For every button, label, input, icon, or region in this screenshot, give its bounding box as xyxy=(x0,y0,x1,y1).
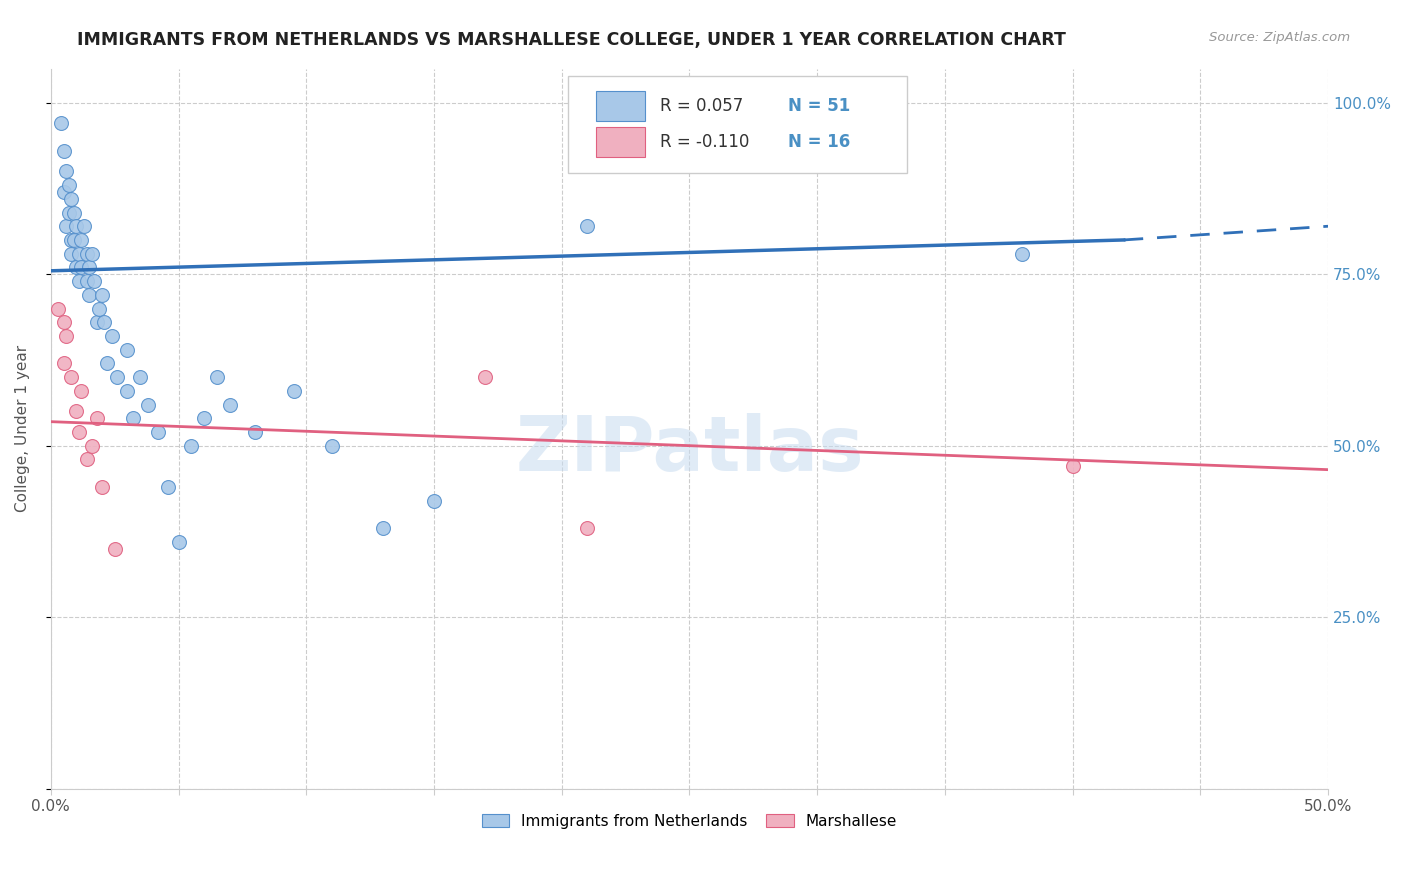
Point xyxy=(371,521,394,535)
Text: Source: ZipAtlas.com: Source: ZipAtlas.com xyxy=(1209,31,1350,45)
Point xyxy=(80,439,103,453)
Point xyxy=(86,315,108,329)
Point xyxy=(60,370,83,384)
Point xyxy=(52,356,75,370)
Text: ZIPatlas: ZIPatlas xyxy=(515,413,863,487)
Point xyxy=(90,288,112,302)
Point xyxy=(101,329,124,343)
Point xyxy=(193,411,215,425)
Text: R = -0.110: R = -0.110 xyxy=(659,133,749,151)
Point xyxy=(89,301,111,316)
Legend: Immigrants from Netherlands, Marshallese: Immigrants from Netherlands, Marshallese xyxy=(475,807,904,835)
Point xyxy=(167,534,190,549)
Point xyxy=(205,370,228,384)
Point xyxy=(49,116,72,130)
Point xyxy=(576,219,599,234)
Y-axis label: College, Under 1 year: College, Under 1 year xyxy=(15,345,30,512)
Point xyxy=(60,233,83,247)
Point xyxy=(129,370,152,384)
Bar xyxy=(596,127,645,157)
Point xyxy=(65,260,87,275)
Point xyxy=(63,205,86,219)
Point xyxy=(245,425,267,439)
Point xyxy=(63,233,86,247)
Text: IMMIGRANTS FROM NETHERLANDS VS MARSHALLESE COLLEGE, UNDER 1 YEAR CORRELATION CHA: IMMIGRANTS FROM NETHERLANDS VS MARSHALLE… xyxy=(77,31,1066,49)
Point xyxy=(1062,459,1084,474)
Point xyxy=(86,411,108,425)
Point xyxy=(83,274,105,288)
Point xyxy=(157,480,180,494)
Point xyxy=(77,288,100,302)
Point xyxy=(67,425,90,439)
FancyBboxPatch shape xyxy=(568,76,907,173)
Point xyxy=(77,260,100,275)
Point xyxy=(70,384,93,398)
Point xyxy=(117,343,139,357)
Bar xyxy=(596,91,645,121)
Point xyxy=(55,219,77,234)
Text: N = 16: N = 16 xyxy=(787,133,851,151)
Text: N = 51: N = 51 xyxy=(787,97,851,115)
Point xyxy=(67,246,90,260)
Text: R = 0.057: R = 0.057 xyxy=(659,97,744,115)
Point xyxy=(52,185,75,199)
Point xyxy=(65,404,87,418)
Point xyxy=(76,452,98,467)
Point xyxy=(52,315,75,329)
Point xyxy=(70,233,93,247)
Point xyxy=(576,521,599,535)
Point xyxy=(76,274,98,288)
Point xyxy=(60,246,83,260)
Point xyxy=(52,144,75,158)
Point xyxy=(283,384,305,398)
Point xyxy=(474,370,496,384)
Point xyxy=(218,398,240,412)
Point xyxy=(55,329,77,343)
Point xyxy=(180,439,202,453)
Point xyxy=(1011,246,1033,260)
Point xyxy=(70,260,93,275)
Point xyxy=(73,219,96,234)
Point xyxy=(76,246,98,260)
Point xyxy=(55,164,77,178)
Point xyxy=(321,439,343,453)
Point xyxy=(423,493,446,508)
Point xyxy=(58,178,80,193)
Point xyxy=(117,384,139,398)
Point xyxy=(58,205,80,219)
Point xyxy=(96,356,118,370)
Point xyxy=(67,274,90,288)
Point xyxy=(80,246,103,260)
Point xyxy=(121,411,143,425)
Point xyxy=(48,301,70,316)
Point xyxy=(93,315,115,329)
Point xyxy=(65,219,87,234)
Point xyxy=(136,398,159,412)
Point xyxy=(105,370,128,384)
Point xyxy=(146,425,169,439)
Point xyxy=(104,541,127,556)
Point xyxy=(90,480,112,494)
Point xyxy=(60,192,83,206)
